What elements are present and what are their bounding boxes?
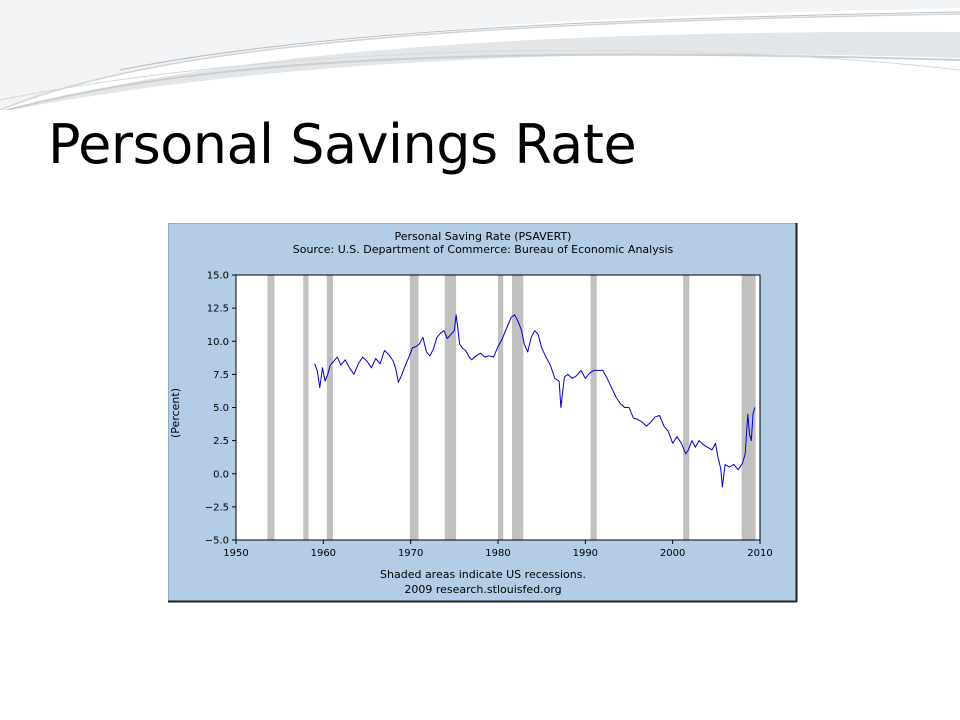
recession-band: [741, 275, 756, 540]
recession-band: [303, 275, 309, 540]
y-axis-label: (Percent): [169, 388, 182, 438]
recession-band: [444, 275, 457, 540]
slide-title: Personal Savings Rate: [48, 113, 637, 176]
header-wave-decoration: [0, 0, 960, 110]
recession-band: [267, 275, 275, 540]
chart-panel: Personal Saving Rate (PSAVERT) Source: U…: [168, 223, 798, 603]
y-tick-label: −2.5: [205, 502, 229, 513]
recession-band: [590, 275, 597, 540]
y-tick-label: 7.5: [213, 370, 229, 381]
axis-ticks: [232, 274, 761, 544]
y-tick-label: 0.0: [213, 469, 229, 480]
x-tick-label: 1990: [573, 548, 598, 559]
recession-band: [683, 275, 690, 540]
recession-band: [409, 275, 419, 540]
x-tick-label: 1960: [311, 548, 336, 559]
tick-labels: 1950 1960 1970 1980 1990 2000 2010 15.0 12.5 10.0…: [205, 271, 773, 560]
savings-rate-chart: Personal Saving Rate (PSAVERT) Source: U…: [168, 223, 798, 603]
chart-title: Personal Saving Rate (PSAVERT): [395, 230, 572, 243]
y-tick-label: 2.5: [213, 436, 229, 447]
x-tick-label: 2000: [660, 548, 685, 559]
recession-band: [511, 275, 524, 540]
x-tick-label: 1950: [223, 548, 248, 559]
y-tick-label: −5.0: [205, 536, 229, 547]
recession-bands: [267, 275, 756, 540]
chart-subtitle: Source: U.S. Department of Commerce: Bur…: [293, 243, 674, 256]
x-tick-label: 2010: [747, 548, 772, 559]
plot-border: [235, 274, 761, 541]
y-tick-label: 5.0: [213, 403, 229, 414]
series-line-personal-saving-rate: [314, 314, 756, 488]
y-tick-label: 10.0: [207, 337, 229, 348]
y-tick-label: 15.0: [207, 271, 229, 282]
recession-band: [326, 275, 333, 540]
x-tick-label: 1980: [485, 548, 510, 559]
source-credit: 2009 research.stlouisfed.org: [404, 583, 561, 596]
footer-note: Shaded areas indicate US recessions.: [380, 568, 586, 581]
x-tick-label: 1970: [398, 548, 423, 559]
recession-band: [498, 275, 504, 540]
y-tick-label: 12.5: [207, 304, 229, 315]
